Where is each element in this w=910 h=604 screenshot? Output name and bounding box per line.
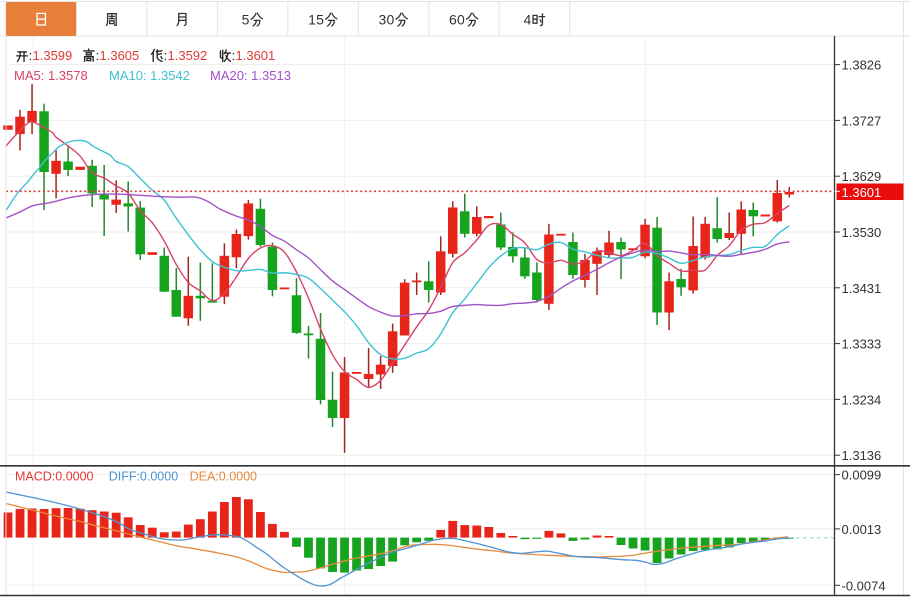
svg-text:1.3727: 1.3727 (842, 113, 882, 128)
svg-text:1.3826: 1.3826 (842, 58, 882, 73)
svg-text::: : (232, 48, 236, 63)
svg-text:1.3599: 1.3599 (33, 48, 73, 63)
svg-text:5: 5 (242, 12, 250, 28)
svg-text:1.3333: 1.3333 (842, 337, 882, 352)
svg-text:5: 5 (316, 12, 324, 28)
svg-text:6: 6 (449, 12, 457, 28)
svg-text:MA10: 1.3542: MA10: 1.3542 (109, 68, 190, 83)
svg-text:MA20: 1.3513: MA20: 1.3513 (210, 68, 291, 83)
svg-text::: : (164, 48, 168, 63)
svg-text:0.0013: 0.0013 (842, 522, 882, 537)
svg-text:-0.0074: -0.0074 (842, 578, 886, 593)
svg-text:1.3530: 1.3530 (842, 225, 882, 240)
svg-text:0: 0 (457, 12, 465, 28)
svg-text:MA5: 1.3578: MA5: 1.3578 (14, 68, 88, 83)
svg-text:0: 0 (387, 12, 395, 28)
svg-text:4: 4 (523, 12, 531, 28)
svg-text:3: 3 (379, 12, 387, 28)
svg-text:1.3234: 1.3234 (842, 392, 882, 407)
svg-text:1.3605: 1.3605 (100, 48, 140, 63)
svg-text:1.3601: 1.3601 (842, 185, 882, 200)
svg-text:1.3601: 1.3601 (236, 48, 276, 63)
svg-text:1.3592: 1.3592 (168, 48, 208, 63)
svg-text:DEA:0.0000: DEA:0.0000 (190, 470, 257, 484)
svg-text:1.3136: 1.3136 (842, 448, 882, 463)
svg-text:DIFF:0.0000: DIFF:0.0000 (109, 470, 179, 484)
svg-text:MACD:0.0000: MACD:0.0000 (15, 470, 94, 484)
svg-text:0.0099: 0.0099 (842, 468, 882, 483)
svg-text:1: 1 (308, 12, 316, 28)
svg-text:1.3629: 1.3629 (842, 169, 882, 184)
svg-text:1.3431: 1.3431 (842, 281, 882, 296)
svg-text::: : (96, 48, 100, 63)
svg-text::: : (29, 48, 33, 63)
